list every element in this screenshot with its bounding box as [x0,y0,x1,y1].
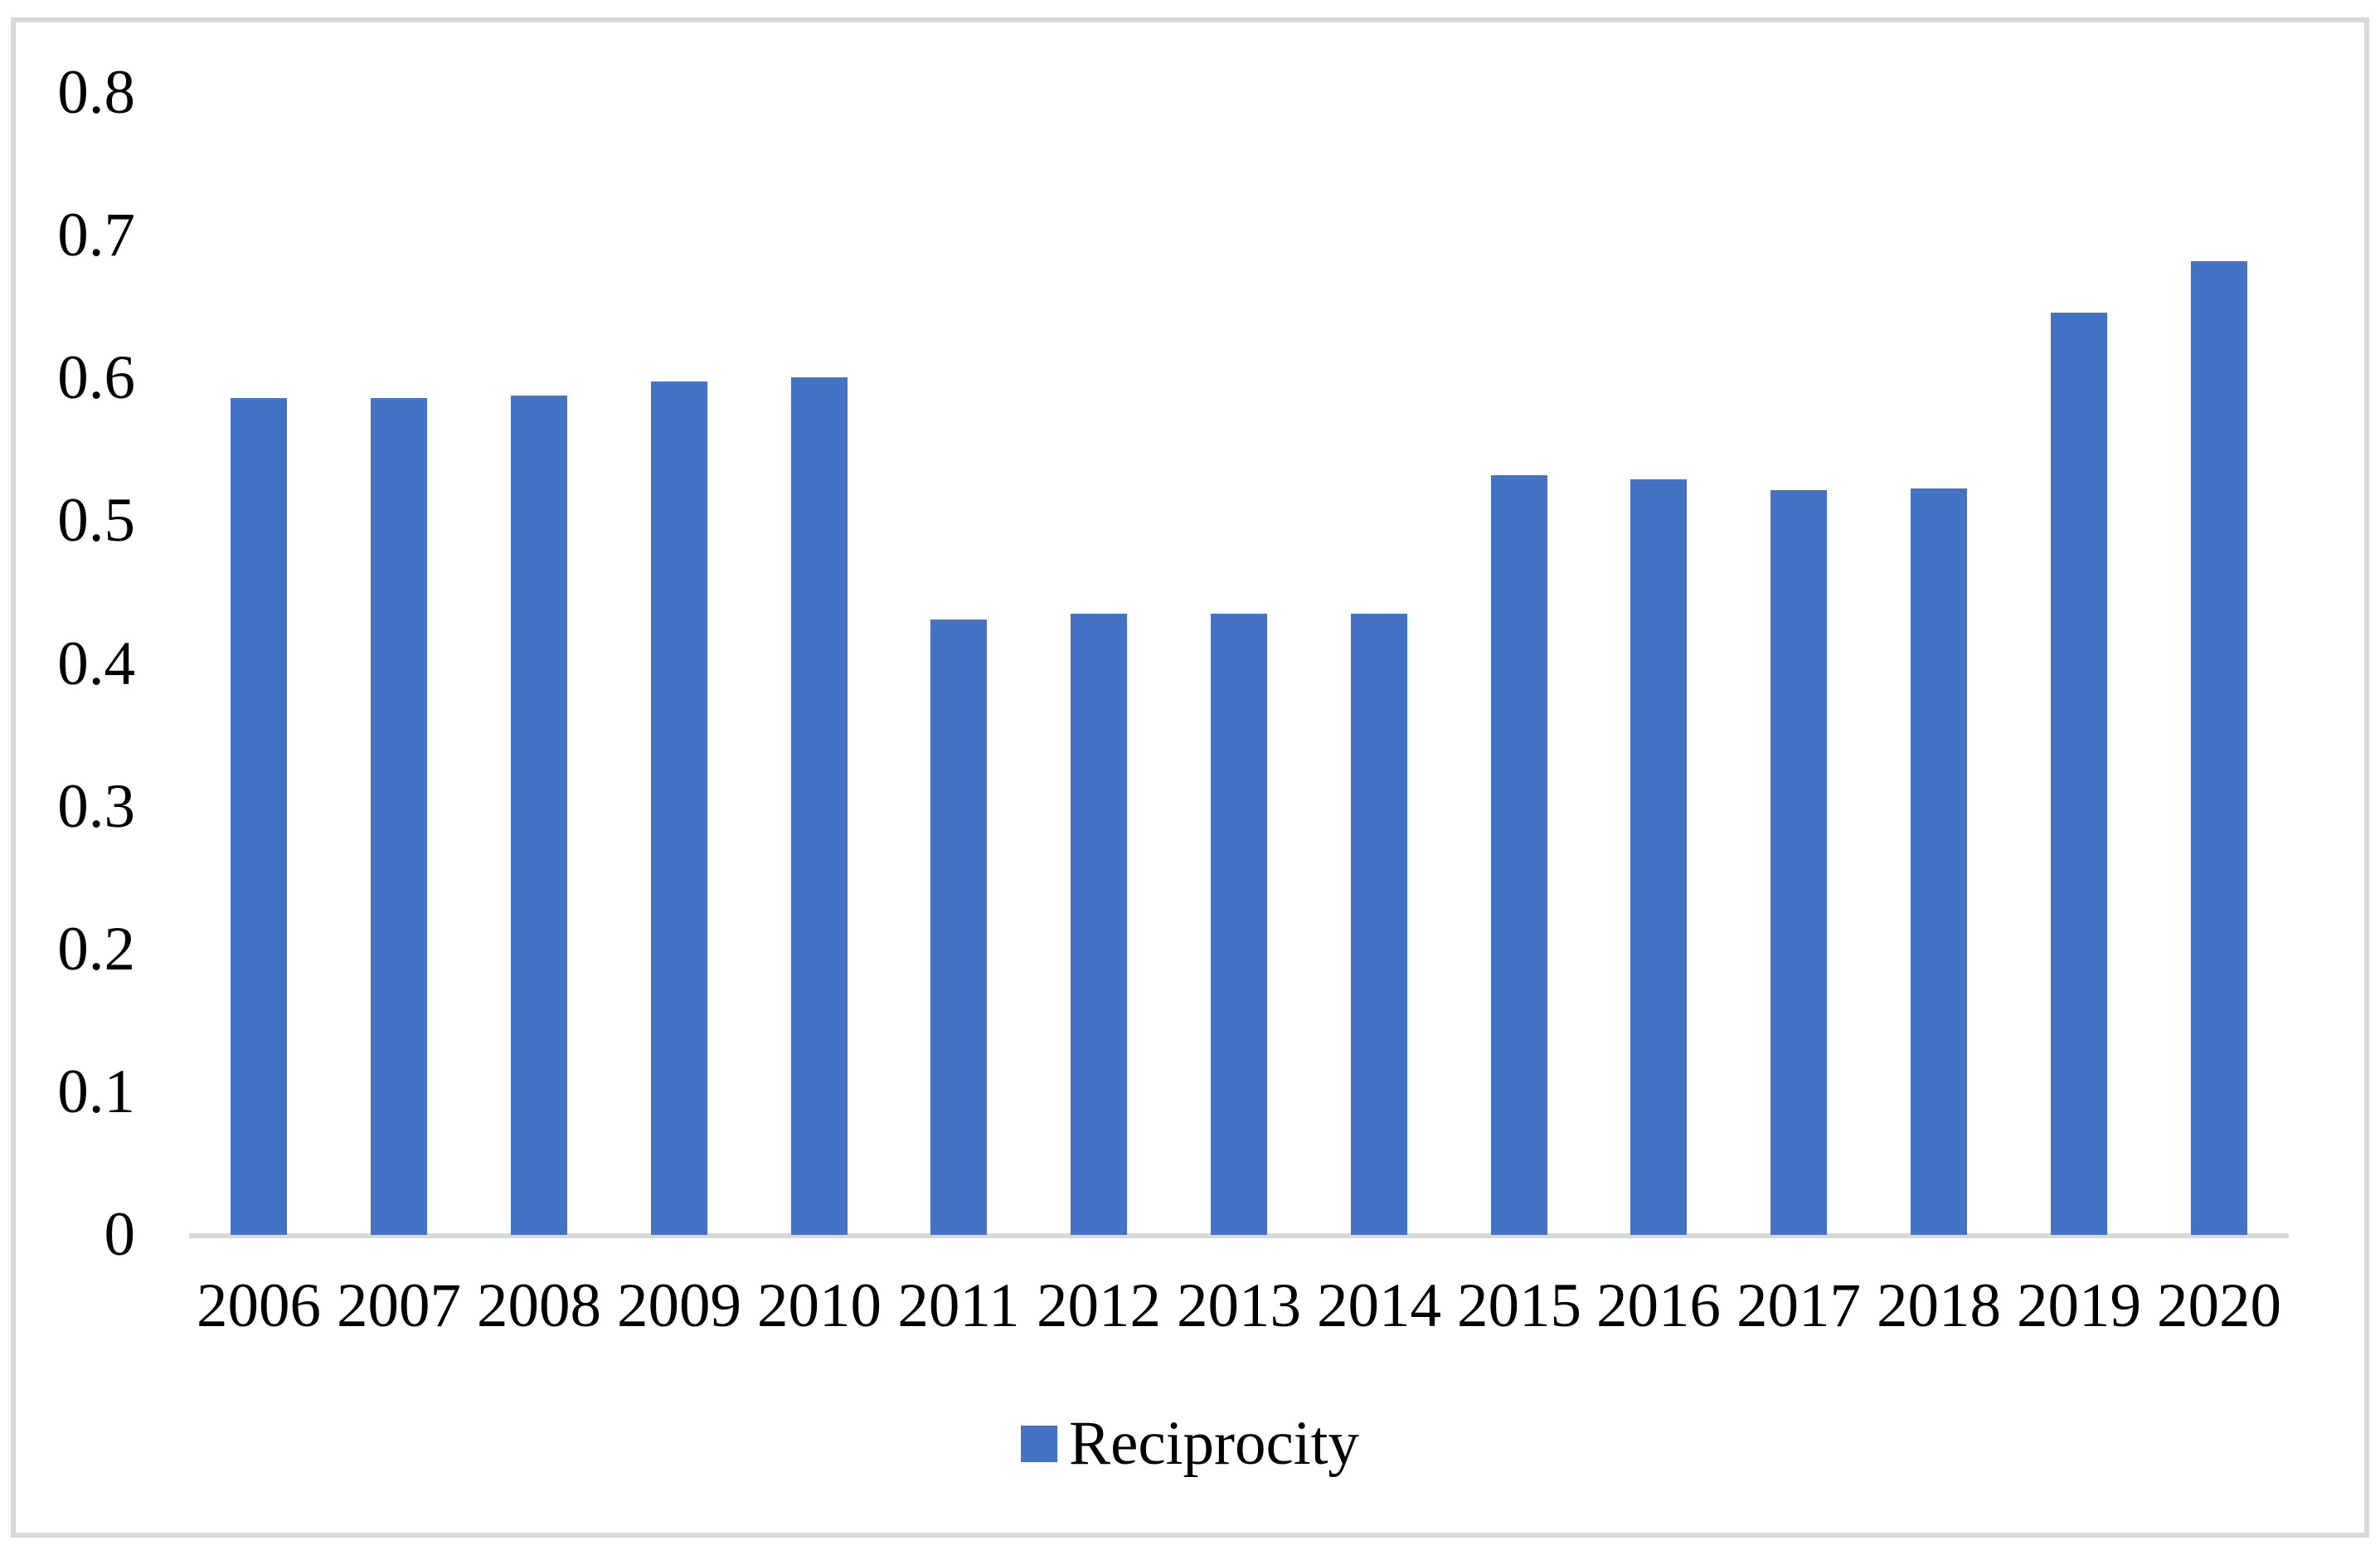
bar-2007 [371,398,427,1235]
x-tick-label-2008: 2008 [477,1271,601,1340]
legend-marker-square [1021,1425,1058,1462]
x-tick-label-2010: 2010 [757,1271,882,1340]
bar-2012 [1071,614,1127,1235]
x-tick-label-2016: 2016 [1596,1271,1721,1340]
x-tick-label-2017: 2017 [1736,1271,1861,1340]
x-axis-line [189,1233,2289,1238]
bar-2019 [2051,313,2107,1235]
bar-2017 [1770,490,1827,1235]
x-tick-label-2006: 2006 [197,1271,321,1340]
y-tick-label-0.8: 0.8 [57,58,135,127]
x-tick-label-2014: 2014 [1317,1271,1441,1340]
bar-2014 [1351,614,1407,1235]
bar-2013 [1211,614,1267,1235]
bar-2010 [791,377,848,1235]
bar-2020 [2191,261,2247,1235]
y-tick-label-0.4: 0.4 [57,629,135,698]
bar-2008 [511,396,567,1235]
bar-2018 [1911,488,1967,1235]
x-tick-label-2007: 2007 [337,1271,461,1340]
x-tick-label-2015: 2015 [1457,1271,1581,1340]
x-tick-label-2011: 2011 [897,1271,1020,1340]
x-tick-label-2012: 2012 [1037,1271,1161,1340]
bar-2006 [231,398,287,1235]
bar-2009 [651,381,707,1235]
y-tick-label-0.5: 0.5 [57,486,135,555]
chart-frame-border [11,17,2369,1538]
bar-2016 [1630,479,1687,1235]
y-tick-label-0.6: 0.6 [57,343,135,412]
y-tick-label-0.7: 0.7 [57,201,135,270]
bar-2015 [1491,475,1547,1235]
x-tick-label-2019: 2019 [2017,1271,2141,1340]
x-tick-label-2013: 2013 [1177,1271,1301,1340]
y-tick-label-0: 0 [104,1200,136,1269]
y-tick-label-0.2: 0.2 [57,915,135,984]
x-tick-label-2018: 2018 [1877,1271,2001,1340]
y-tick-label-0.3: 0.3 [57,772,135,841]
y-tick-label-0.1: 0.1 [57,1057,135,1126]
x-tick-label-2020: 2020 [2157,1271,2281,1340]
bar-2011 [930,620,987,1235]
x-tick-label-2009: 2009 [617,1271,741,1340]
legend: Reciprocity [1021,1412,1359,1475]
legend-label: Reciprocity [1069,1409,1359,1478]
